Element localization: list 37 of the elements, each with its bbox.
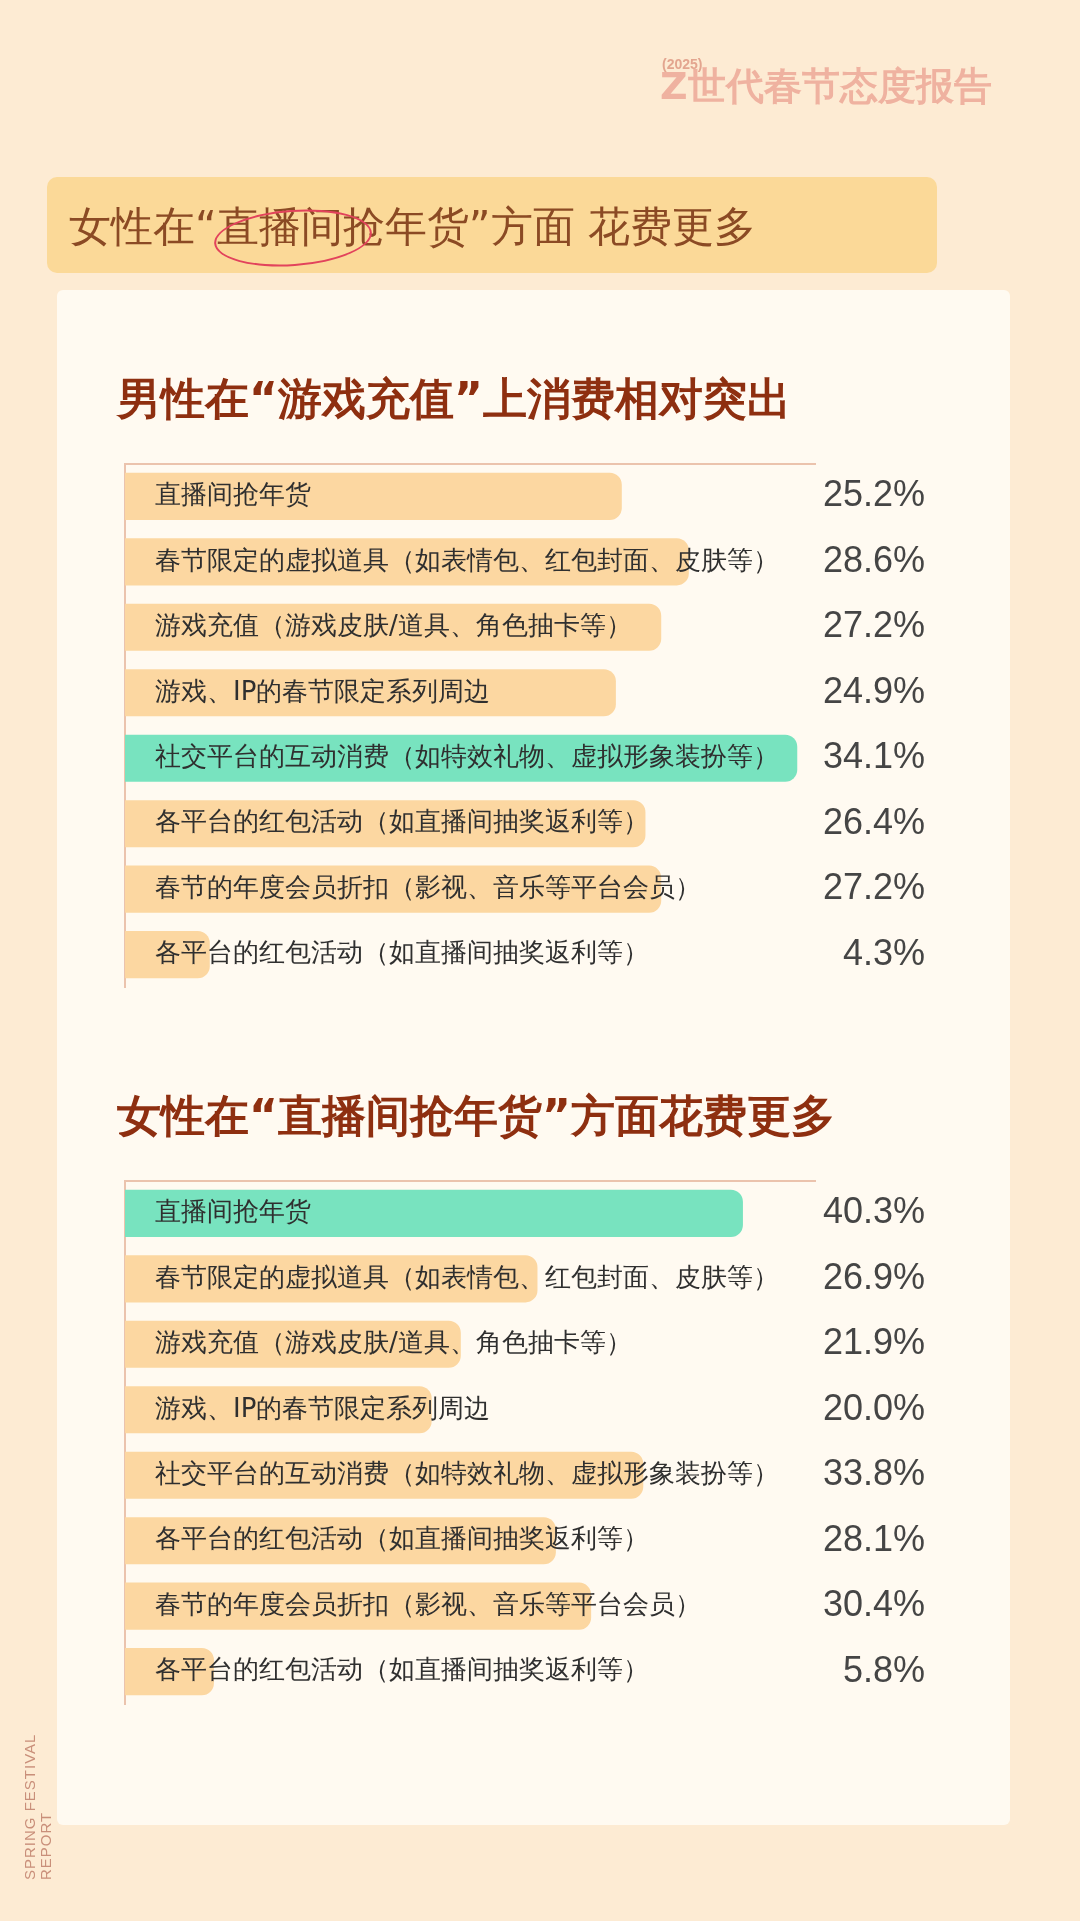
y-tick-label: 各平台的红包活动（如直播间抽奖返利等） (155, 1654, 649, 1685)
chart-title: 男性在“游戏充值”上消费相对突出 (117, 372, 791, 425)
y-tick-label: 各平台的红包活动（如直播间抽奖返利等） (155, 1523, 649, 1554)
data-label: 20.0% (822, 1386, 925, 1428)
y-tick-label: 社交平台的互动消费（如特效礼物、虚拟形象装扮等） (155, 740, 779, 771)
chart-title: 女性在“直播间抢年货”方面花费更多 (117, 1089, 835, 1142)
y-tick-label: 游戏充值（游戏皮肤/道具、角色抽卡等） (155, 1327, 632, 1358)
data-label: 4.3% (842, 931, 925, 973)
data-label: 26.9% (822, 1255, 925, 1297)
data-label: 26.4% (822, 800, 925, 842)
data-label: 5.8% (842, 1648, 925, 1690)
data-label: 28.6% (822, 538, 925, 580)
y-tick-label: 春节限定的虚拟道具（如表情包、红包封面、皮肤等） (155, 1261, 779, 1292)
text: SPRING FESTIVAL REPORT (21, 1733, 54, 1880)
data-label: 27.2% (822, 866, 925, 908)
y-tick-label: 社交平台的互动消费（如特效礼物、虚拟形象装扮等） (155, 1457, 779, 1488)
data-label: 25.2% (822, 473, 925, 515)
data-label: 30.4% (822, 1583, 925, 1625)
data-label: 21.9% (822, 1321, 925, 1363)
y-tick-label: 各平台的红包活动（如直播间抽奖返利等） (155, 806, 649, 837)
y-tick-label: 游戏、IP的春节限定系列周边 (155, 675, 491, 706)
data-label: 24.9% (822, 669, 925, 711)
y-tick-label: 各平台的红包活动（如直播间抽奖返利等） (155, 937, 649, 968)
data-label: 40.3% (822, 1190, 925, 1232)
data-label: 27.2% (822, 604, 925, 646)
y-tick-label: 游戏、IP的春节限定系列周边 (155, 1392, 491, 1423)
data-label: 34.1% (822, 735, 925, 777)
y-tick-label: 春节限定的虚拟道具（如表情包、红包封面、皮肤等） (155, 544, 779, 575)
data-label: 28.1% (822, 1517, 925, 1559)
bar (125, 1189, 743, 1237)
bar (125, 472, 622, 520)
y-tick-label: 直播间抢年货 (155, 1196, 311, 1227)
y-tick-label: 春节的年度会员折扣（影视、音乐等平台会员） (155, 1588, 701, 1619)
y-tick-label: 游戏充值（游戏皮肤/道具、角色抽卡等） (155, 610, 632, 641)
data-label: 33.8% (822, 1452, 925, 1494)
y-tick-label: 春节的年度会员折扣（影视、音乐等平台会员） (155, 871, 701, 902)
y-tick-label: 直播间抢年货 (155, 479, 311, 510)
